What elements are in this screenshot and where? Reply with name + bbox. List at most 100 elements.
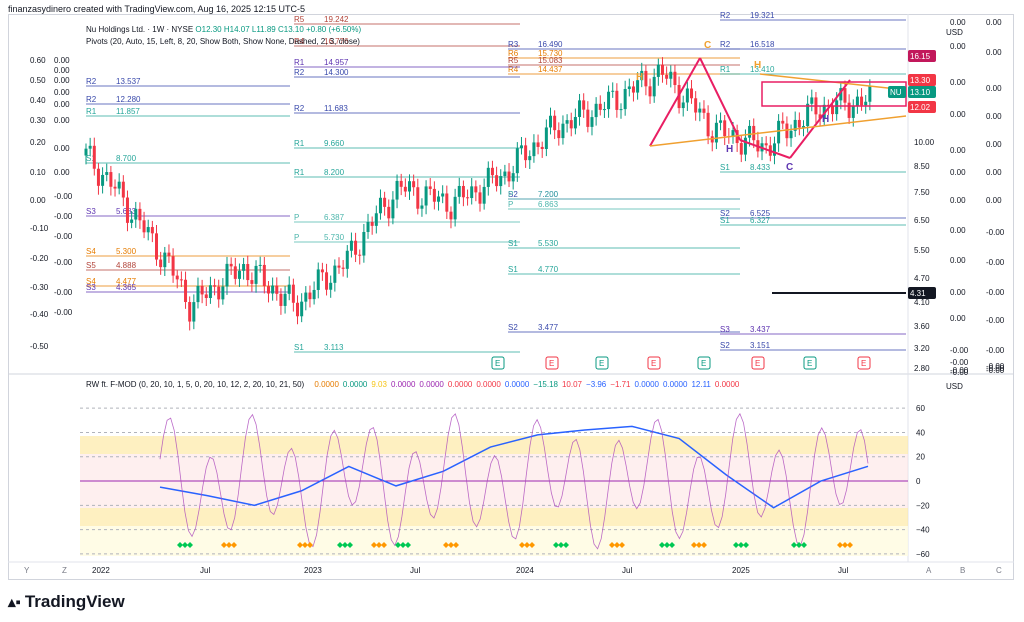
pivot-name-label: P <box>508 190 513 199</box>
candle-body <box>325 272 329 290</box>
earnings-marker-label: E <box>755 359 760 368</box>
signal-diamond <box>405 542 411 548</box>
pivots-label[interactable]: Pivots (20, Auto, 15, Left, 8, 20, Show … <box>86 37 360 46</box>
pivot-name-label: R2 <box>294 68 305 77</box>
aux-axis-tick: 0.00 <box>950 314 966 323</box>
candle-body <box>706 112 710 137</box>
candle-body <box>536 142 540 147</box>
aux-axis-tick: -0.00 <box>950 366 969 375</box>
aux-axis-tick: -0.00 <box>950 346 969 355</box>
price-axis-tick: 2.80 <box>914 364 930 373</box>
earnings-marker-label: E <box>495 359 500 368</box>
aux-axis-tick: -0.00 <box>54 232 73 241</box>
price-axis-tick: 6.50 <box>914 216 930 225</box>
brand-label: TradingView <box>24 592 125 611</box>
signal-diamond <box>691 542 697 548</box>
oscillator-axis-tick: 0 <box>916 477 921 486</box>
candle-body <box>383 197 387 207</box>
candle-body <box>150 227 154 234</box>
aux-axis-tick: 0.00 <box>54 116 70 125</box>
candle-body <box>233 266 237 279</box>
candle-body <box>320 269 324 273</box>
aux-axis-tick: -0.10 <box>30 224 49 233</box>
pivot-value-label: 5.730 <box>324 233 345 242</box>
candle-body <box>279 293 283 306</box>
pivot-value-label: 6.863 <box>538 200 559 209</box>
pivot-value-label: 16.518 <box>750 40 775 49</box>
candle-body <box>515 148 519 174</box>
signal-diamond <box>796 542 802 548</box>
legend-oscillator: RW ft. F-MOD (0, 20, 10, 1, 5, 0, 20, 10… <box>86 380 739 389</box>
pivot-name-label: S1 <box>720 163 730 172</box>
pivot-name-label: R1 <box>294 139 305 148</box>
signal-diamond <box>395 542 401 548</box>
candle-body <box>341 267 345 269</box>
candle-body <box>868 86 872 102</box>
earnings-marker-icon <box>647 356 661 370</box>
pivot-name-label: S5 <box>86 261 96 270</box>
aux-axis-tick: 0.00 <box>986 112 1002 121</box>
aux-axis-tick: -0.20 <box>30 254 49 263</box>
symbol-label[interactable]: Nu Holdings Ltd. · 1W · NYSE <box>86 25 194 34</box>
pivot-value-label: 14.437 <box>538 65 563 74</box>
candle-body <box>764 143 768 146</box>
signal-diamond <box>221 542 227 548</box>
candle-body <box>366 222 370 232</box>
oscillator-value: −15.18 <box>533 380 558 389</box>
tradingview-logo[interactable]: ▴▪ TradingView <box>8 592 125 612</box>
candle-body <box>569 120 573 129</box>
price-tag <box>908 50 936 62</box>
signal-diamond <box>307 542 313 548</box>
candle-body <box>835 100 839 115</box>
oscillator-value: 0.0000 <box>714 380 740 389</box>
candle-body <box>540 146 544 149</box>
aux-axis-tick: 0.00 <box>54 100 70 109</box>
signal-band <box>80 526 908 556</box>
signal-diamond <box>801 542 807 548</box>
candle-body <box>96 168 100 186</box>
pivot-value-label: 7.200 <box>538 190 559 199</box>
price-axis-tick: 5.50 <box>914 246 930 255</box>
candle-body <box>179 279 183 281</box>
pivot-value-label: 11.683 <box>324 104 348 113</box>
aux-axis-tick: 0.00 <box>986 18 1002 27</box>
candle-body <box>549 115 553 128</box>
pivot-value-label: 8.433 <box>750 163 771 172</box>
candle-body <box>528 156 532 161</box>
aux-axis-tick: -0.00 <box>986 364 1005 373</box>
aux-axis-tick: -0.00 <box>950 358 969 367</box>
signal-diamond <box>791 542 797 548</box>
aux-axis-tick: -0.00 <box>986 316 1005 325</box>
candle-body <box>690 88 694 99</box>
candle-body <box>362 231 366 256</box>
candle-body <box>121 181 125 198</box>
candle-body <box>101 174 105 186</box>
aux-axis-tick: 0.00 <box>950 78 966 87</box>
candle-body <box>200 285 204 295</box>
candle-body <box>698 108 702 113</box>
pivot-value-label: 11.857 <box>116 107 140 116</box>
candle-body <box>598 103 602 110</box>
signal-diamond <box>519 542 525 548</box>
candle-body <box>685 88 689 103</box>
earnings-marker-label: E <box>807 359 812 368</box>
signal-diamond <box>524 542 530 548</box>
candle-body <box>694 98 698 113</box>
signal-diamond <box>381 542 387 548</box>
candle-body <box>412 181 416 188</box>
candle-body <box>739 143 743 155</box>
signal-diamond <box>738 542 744 548</box>
candle-body <box>329 282 333 290</box>
aux-axis-tick: 0.00 <box>950 168 966 177</box>
candle-body <box>333 265 337 283</box>
candle-body <box>258 264 262 266</box>
time-axis-label: Jul <box>410 566 420 575</box>
aux-axis-tick: 0.00 <box>986 84 1002 93</box>
oscillator-title[interactable]: RW ft. F-MOD (0, 20, 10, 1, 5, 0, 20, 10… <box>86 380 305 389</box>
earnings-marker-icon <box>857 356 871 370</box>
harmonic-line <box>739 139 791 159</box>
pivot-value-label: 7.200 <box>538 190 559 199</box>
pivot-name-label: R2 <box>720 40 731 49</box>
aux-axis-tick: -0.00 <box>54 192 73 201</box>
